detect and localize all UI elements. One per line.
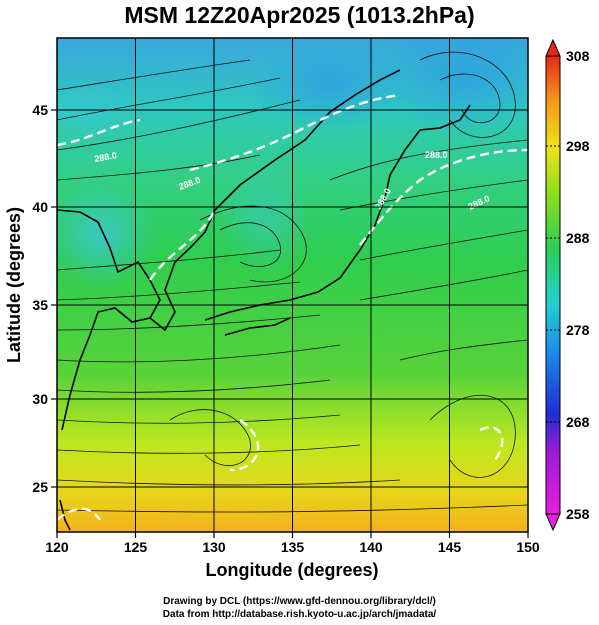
contour-label: 288.0 (425, 150, 448, 160)
contour-label: 288.0 (94, 150, 118, 164)
x-tick-label: 120 (45, 539, 69, 555)
x-tick-label: 130 (202, 539, 226, 555)
credit-data: Data from http://database.rish.kyoto-u.a… (162, 609, 437, 620)
y-axis-label: Latitude (degrees) (4, 207, 24, 363)
colorbar-bottom-arrow (545, 513, 561, 532)
x-tick-label: 140 (359, 539, 383, 555)
y-tick-label: 25 (32, 479, 48, 495)
contours-288 (57, 93, 528, 521)
x-tick-label: 145 (438, 539, 462, 555)
colorbar-tick-label: 278 (566, 322, 590, 338)
colorbar-tick-label: 268 (566, 414, 590, 430)
colorbar-tick-label: 288 (566, 230, 590, 246)
x-tick-label: 150 (516, 539, 540, 555)
colorbar-tick-label: 258 (566, 506, 590, 522)
wind-streamlines (57, 51, 528, 513)
graticule (57, 38, 528, 532)
x-tick-label: 125 (124, 539, 148, 555)
colorbar-tick-label: 298 (566, 138, 590, 154)
colorbar-top-arrow (545, 38, 561, 57)
map-title: MSM 12Z20Apr2025 (1013.2hPa) (124, 2, 475, 28)
y-tick-label: 40 (32, 199, 48, 215)
temperature-field (57, 38, 528, 532)
x-axis-label: Longitude (degrees) (205, 560, 378, 580)
x-tick-label: 135 (281, 539, 305, 555)
coastlines (57, 69, 471, 531)
y-tick-label: 30 (32, 391, 48, 407)
colorbar-tick-label: 308 (566, 48, 590, 64)
tick-marks (51, 109, 529, 538)
y-tick-labels: 25 30 35 40 45 (32, 102, 48, 495)
credit-drawing: Drawing by DCL (https://www.gfd-dennou.o… (163, 596, 436, 607)
colorbar: 258 268 278 288 298 308 (545, 38, 590, 532)
y-tick-label: 45 (32, 102, 48, 118)
x-tick-labels: 120 125 130 135 140 145 150 (45, 539, 540, 555)
y-tick-label: 35 (32, 297, 48, 313)
